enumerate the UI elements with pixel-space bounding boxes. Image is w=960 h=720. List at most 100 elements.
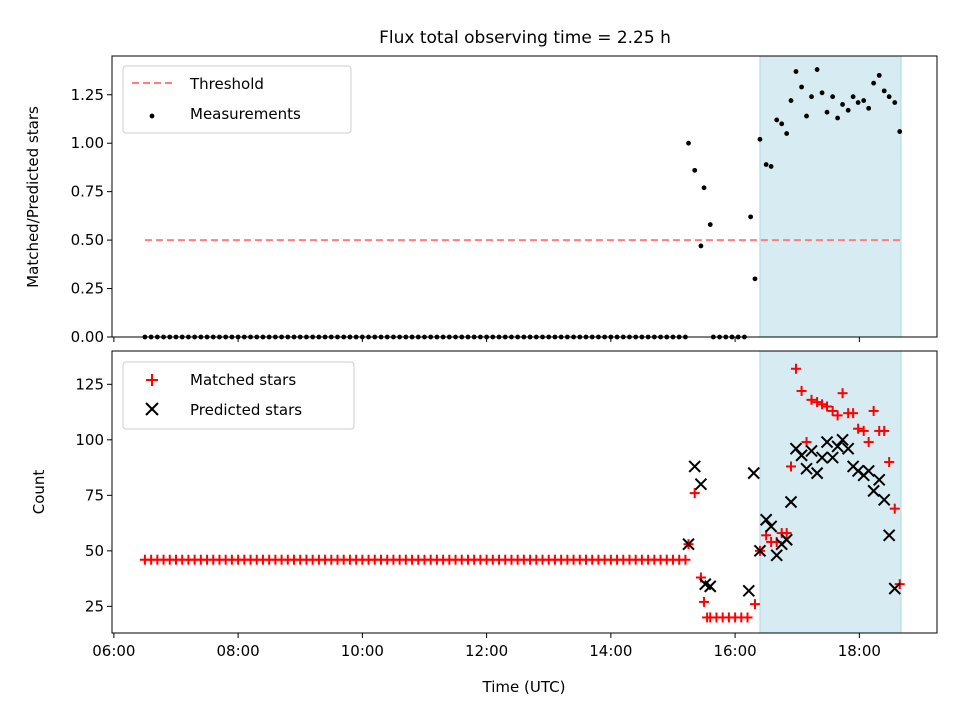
x-tick-label: 06:00 [92, 642, 135, 660]
matched-star-point [848, 408, 859, 419]
y-tick-label: 1.25 [71, 86, 104, 104]
count-plot-frame [111, 350, 938, 634]
ratio-legend: Threshold Measurements [122, 65, 352, 134]
count-y-axis-label: Count [30, 470, 48, 515]
measurement-point [897, 129, 903, 134]
matched-star-point [879, 425, 890, 436]
x-tick-label: 12:00 [465, 642, 508, 660]
predicted-star-point [882, 529, 896, 542]
predicted-star-stroke [841, 442, 855, 455]
predicted-star-stroke [805, 444, 818, 458]
measurement-point [824, 109, 830, 115]
predicted-star-point [867, 484, 880, 498]
observing-window-span [759, 350, 902, 634]
measurement-point [809, 94, 814, 100]
matched-star-point [790, 363, 801, 374]
y-tick-label: 0.50 [71, 231, 104, 249]
measurement-point [866, 105, 872, 111]
predicted-star-point [753, 544, 767, 558]
predicted-star-stroke [780, 533, 793, 546]
predicted-star-stroke [759, 513, 773, 526]
measurement-point [752, 276, 758, 282]
measurement-point [886, 94, 892, 100]
matched-star-point [817, 399, 828, 410]
measurement-point [763, 162, 769, 167]
predicted-star-stroke [682, 537, 695, 551]
matched-star-point [699, 596, 710, 607]
predicted-star-point [784, 495, 798, 509]
measurement-point [861, 98, 867, 103]
matched-star-point [786, 461, 797, 472]
observing-window-span [759, 55, 902, 338]
predicted-star-stroke [795, 449, 808, 462]
y-tick-label: 50 [85, 542, 104, 560]
count-y-axis: 25 50 75 100 125 [75, 375, 112, 615]
measurement-point [748, 214, 754, 220]
measurement-point [881, 88, 887, 94]
count-panel: 25 50 75 100 125 06:00 08:00 10:00 12:00 14:00 16… [30, 350, 938, 696]
predicted-star-point [815, 451, 829, 464]
measurement-point [701, 185, 707, 191]
matched-star-point [796, 385, 807, 396]
matched-star-point [827, 405, 838, 416]
measurement-point [876, 72, 882, 78]
measurement-point [774, 117, 780, 123]
predicted-star-stroke [764, 520, 778, 533]
x-tick-label: 16:00 [713, 642, 756, 660]
matched-star-point [812, 397, 823, 408]
measurement-point [835, 115, 841, 121]
y-tick-label: 100 [75, 431, 104, 449]
measurement-point [698, 243, 704, 249]
predicted-star-point [836, 433, 849, 447]
measurement-point [788, 98, 794, 103]
matched-star-point [781, 528, 792, 539]
count-x-axis: 06:00 08:00 10:00 12:00 14:00 16:00 18:00 [92, 633, 881, 660]
predicted-star-stroke [800, 462, 813, 475]
predicted-star-stroke [877, 493, 891, 506]
ratio-legend-box [122, 65, 352, 134]
measurement-point [757, 136, 763, 142]
predicted-star-point [780, 533, 793, 546]
legend-measurements-swatch [149, 113, 155, 119]
measurement-point [804, 113, 809, 119]
measurement-point [784, 131, 790, 136]
predicted-star-point [888, 582, 901, 595]
predicted-star-point [682, 537, 695, 551]
chart-title: Flux total observing time = 2.25 h [379, 28, 671, 48]
predicted-star-point [873, 473, 886, 486]
y-tick-label: 1.00 [71, 134, 104, 152]
predicted-star-stroke [867, 484, 880, 498]
measurement-point [768, 164, 774, 169]
legend-predicted-swatch [145, 402, 159, 416]
predicted-star-point [831, 440, 844, 453]
y-tick-label: 0.25 [71, 280, 104, 298]
matched-star-point [680, 554, 691, 565]
matched-star-point [858, 425, 869, 436]
predicted-star-stroke [862, 464, 875, 478]
matched-star-point [742, 612, 753, 623]
measurement-point [892, 100, 898, 105]
measurement-point [793, 69, 799, 74]
matched-star-point [832, 410, 843, 421]
predicted-star-point [764, 520, 778, 533]
predicted-star-point [747, 466, 760, 480]
matched-star-point [749, 599, 760, 610]
y-tick-label: 125 [75, 375, 104, 393]
predicted-star-point [694, 478, 708, 491]
predicted-star-point [826, 451, 839, 464]
x-tick-label: 18:00 [838, 642, 881, 660]
predicted-star-stroke [747, 466, 760, 480]
predicted-star-stroke [688, 460, 701, 473]
predicted-star-point [810, 466, 824, 480]
ratio-x-ticks [113, 337, 860, 342]
measurement-point [814, 67, 820, 72]
predicted-star-point [688, 460, 701, 473]
ratio-y-axis: 0.00 0.25 0.50 0.75 1.00 1.25 [71, 86, 112, 346]
matched-star-point [868, 405, 879, 416]
measurement-point [799, 84, 804, 90]
ratio-panel: 0.00 0.25 0.50 0.75 1.00 1.25 Matched/Predict… [24, 55, 938, 346]
legend-threshold-label: Threshold [189, 75, 264, 93]
predicted-star-point [742, 584, 755, 598]
count-plot-marks [139, 363, 905, 623]
matched-star-point [889, 503, 900, 514]
